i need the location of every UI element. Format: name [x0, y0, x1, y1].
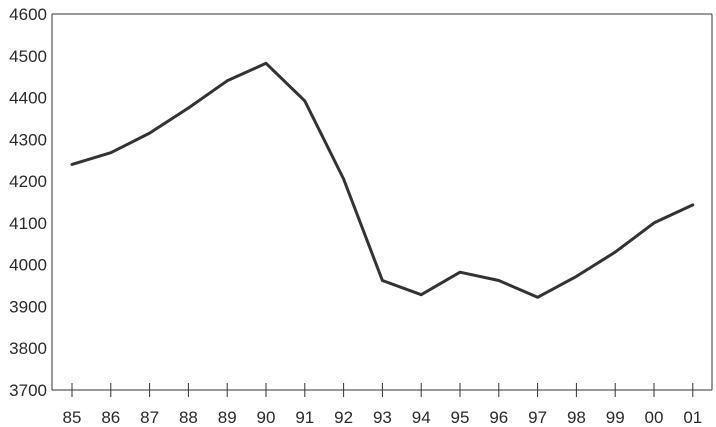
x-tick-label: 99	[606, 408, 625, 427]
x-axis-ticks: 85 86 87 88 89 90 91 92 93 94 95 96 97 98 99 00 01	[63, 383, 702, 427]
y-tick-label: 3900	[9, 297, 47, 316]
x-tick-label: 85	[63, 408, 82, 427]
y-tick-label: 4200	[9, 172, 47, 191]
x-tick-label: 90	[257, 408, 276, 427]
x-tick-label: 98	[567, 408, 586, 427]
y-tick-label: 3800	[9, 339, 47, 358]
y-tick-label: 4600	[9, 5, 47, 24]
y-tick-label: 3700	[9, 381, 47, 400]
x-tick-label: 87	[140, 408, 159, 427]
y-tick-label: 4300	[9, 130, 47, 149]
plot-frame	[51, 13, 713, 391]
y-tick-label: 4000	[9, 256, 47, 275]
x-tick-label: 00	[645, 408, 664, 427]
x-tick-label: 93	[373, 408, 392, 427]
x-tick-label: 92	[334, 408, 353, 427]
y-axis-ticks: 3700 3800 3900 4000 4100 4200 4300 4400 4500 4600	[9, 5, 47, 400]
x-tick-label: 89	[218, 408, 237, 427]
series-line-0	[70, 61, 695, 299]
x-tick-label: 01	[683, 408, 702, 427]
x-tick-label: 94	[412, 408, 431, 427]
y-tick-label: 4100	[9, 214, 47, 233]
x-tick-label: 86	[101, 408, 120, 427]
x-tick-label: 88	[179, 408, 198, 427]
series-group	[70, 61, 695, 299]
x-tick-label: 97	[528, 408, 547, 427]
y-tick-label: 4400	[9, 89, 47, 108]
x-tick-label: 91	[295, 408, 314, 427]
y-tick-label: 4500	[9, 47, 47, 66]
x-tick-label: 95	[451, 408, 470, 427]
x-tick-label: 96	[489, 408, 508, 427]
